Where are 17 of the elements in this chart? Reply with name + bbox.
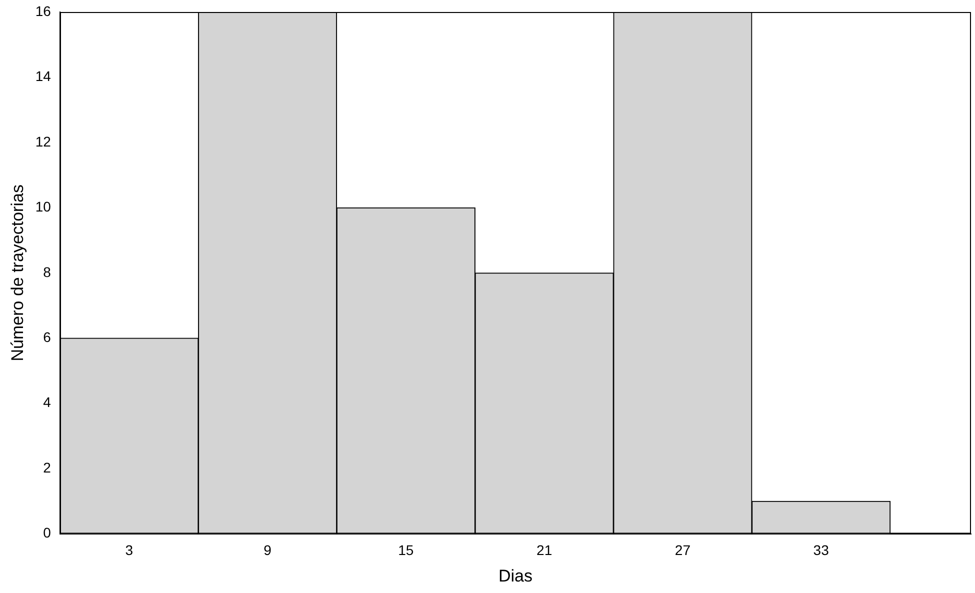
y-tick-label: 6 xyxy=(43,328,52,345)
y-tick-label: 16 xyxy=(35,2,52,19)
y-tick-label: 0 xyxy=(43,524,52,541)
y-tick-label: 14 xyxy=(35,68,52,84)
x-tick-label: 15 xyxy=(398,542,414,558)
x-axis-title: Dias xyxy=(498,566,532,586)
y-tick-label: 4 xyxy=(43,394,52,410)
x-tick-label: 9 xyxy=(264,542,272,558)
x-tick-label: 33 xyxy=(813,542,830,558)
y-tick-label: 10 xyxy=(35,198,52,215)
y-tick-label: 12 xyxy=(35,133,52,150)
y-tick-label: 8 xyxy=(43,264,52,280)
x-tick-label: 3 xyxy=(125,542,134,558)
y-tick-label: 2 xyxy=(43,459,52,476)
x-tick-label: 27 xyxy=(674,542,691,558)
y-axis-title: Número de trayectorias xyxy=(8,184,27,362)
x-tick-label: 21 xyxy=(536,542,552,558)
